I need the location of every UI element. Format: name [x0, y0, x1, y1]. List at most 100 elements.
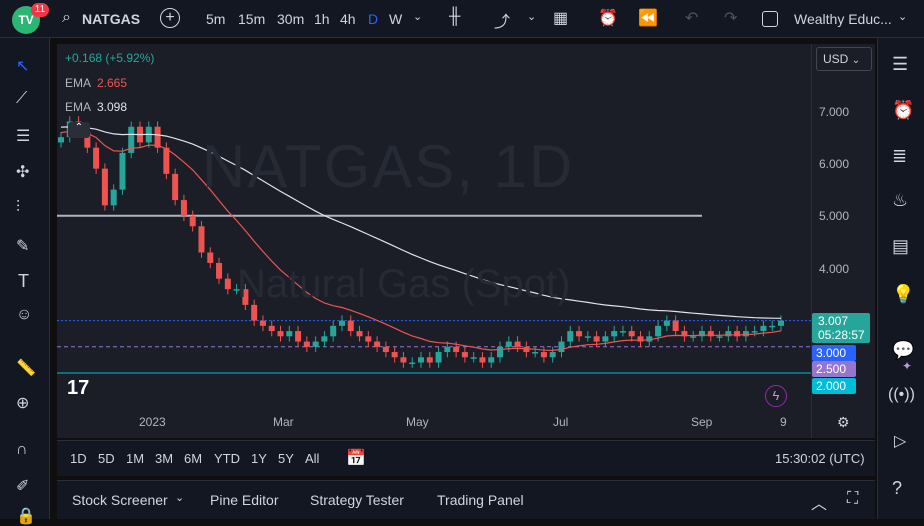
last-price: 3.007 — [818, 314, 849, 328]
zoom-in-icon[interactable]: ⊕ — [16, 395, 30, 412]
candle-body — [216, 262, 223, 279]
candle-body — [637, 336, 644, 342]
drawing-toolbar: ↖ ⟋ ☰ ✣ ⫶ ✎ T ☺ 📏 ⊕ ∩ ✐ 🔒 — [0, 38, 50, 525]
candle-body — [698, 331, 705, 337]
indicators-icon[interactable]: ⤴ — [494, 14, 511, 31]
price-axis[interactable]: USD ⌄ 7.000 6.000 5.000 4.000 3.007 05:2… — [811, 44, 875, 438]
calendar-icon[interactable]: ▤ — [892, 236, 910, 256]
range-5d[interactable]: 5D — [98, 451, 115, 466]
candle-body — [338, 320, 345, 326]
layout-name[interactable]: Wealthy Educ... — [794, 11, 892, 27]
currency-select[interactable]: USD ⌄ — [816, 47, 872, 71]
emoji-icon[interactable]: ☺ — [16, 306, 33, 323]
watermark-name: Natural Gas (Spot) — [237, 262, 571, 306]
maximize-icon[interactable]: ⛶ — [847, 490, 859, 507]
time-label-mar: Mar — [273, 415, 294, 429]
candle-body — [760, 325, 767, 332]
lock-drawing-icon[interactable]: ✐ — [16, 478, 30, 495]
candle-body — [549, 352, 556, 358]
range-1d[interactable]: 1D — [70, 451, 87, 466]
change-readout: +0.168 (+5.92%) — [65, 51, 155, 65]
candle-body — [295, 331, 302, 342]
chevron-down-icon[interactable]: ⌄ — [175, 492, 185, 504]
ruler-icon[interactable]: 📏 — [16, 360, 36, 377]
candle-body — [356, 331, 363, 337]
range-all[interactable]: All — [305, 451, 320, 466]
replay-icon[interactable]: ⏪ — [638, 10, 658, 27]
chart-pane[interactable]: NATGAS, 1D Natural Gas (Spot) +0.168 (+5… — [57, 44, 811, 438]
goto-date-icon[interactable]: 📅 — [346, 450, 366, 467]
range-3m[interactable]: 3M — [155, 451, 174, 466]
magnet-icon[interactable]: ∩ — [16, 441, 28, 458]
candle-body — [628, 331, 635, 337]
sparkle-icon[interactable]: ✦ — [902, 359, 913, 373]
level-badge-2: 2.000 — [812, 378, 856, 394]
search-icon[interactable]: ⌕ — [62, 9, 71, 26]
price-tick: 5.000 — [819, 209, 850, 223]
tab-trading-panel[interactable]: Trading Panel — [437, 492, 524, 508]
collapse-legend-button[interactable]: ⌃ — [68, 122, 90, 138]
text-icon[interactable]: T — [18, 271, 29, 291]
symbol-search[interactable]: NATGAS — [82, 11, 141, 27]
range-1y[interactable]: 1Y — [251, 451, 267, 466]
projection-icon[interactable]: ⫶ — [16, 199, 21, 216]
range-6m[interactable]: 6M — [184, 451, 203, 466]
lightning-icon[interactable]: ϟ — [765, 385, 787, 407]
candle-type-icon[interactable]: ╫ — [449, 8, 461, 25]
hotlist-fire-icon[interactable]: ♨ — [892, 190, 909, 210]
candle-body — [646, 336, 653, 342]
candle-body — [180, 200, 187, 216]
interval-15m[interactable]: 15m — [238, 11, 266, 27]
trend-line-icon[interactable]: ⟋ — [16, 90, 28, 107]
candle-body — [242, 289, 249, 305]
interval-1h[interactable]: 1h — [314, 11, 330, 27]
tab-strategy-tester[interactable]: Strategy Tester — [310, 492, 404, 508]
chevron-down-icon[interactable]: ⌄ — [413, 11, 423, 23]
range-1m[interactable]: 1M — [126, 451, 145, 466]
compare-add-icon[interactable]: + — [160, 8, 180, 28]
candle-body — [497, 346, 504, 358]
candle-body — [93, 147, 100, 169]
ideas-bulb-icon[interactable]: 💡 — [892, 284, 915, 304]
fib-retracement-icon[interactable]: ☰ — [16, 128, 31, 145]
cursor-icon[interactable]: ↖ — [16, 58, 30, 75]
layout-checkbox-icon[interactable] — [762, 11, 778, 27]
range-ytd[interactable]: YTD — [214, 451, 240, 466]
alarm-clock-icon[interactable]: ⏰ — [892, 100, 915, 120]
settings-gear-icon[interactable]: ⚙ — [837, 414, 850, 430]
tab-stock-screener[interactable]: Stock Screener — [72, 492, 168, 508]
chevron-up-icon[interactable]: ︿ — [811, 496, 828, 513]
interval-5m[interactable]: 5m — [206, 11, 226, 27]
interval-w[interactable]: W — [389, 11, 403, 27]
candle-body — [163, 147, 170, 174]
candle-body — [470, 357, 477, 359]
candle-body — [224, 278, 231, 290]
tradingview-logo[interactable]: 17 — [67, 377, 90, 399]
chevron-down-icon[interactable]: ⌄ — [898, 11, 908, 23]
candle-body — [286, 331, 293, 337]
utc-clock[interactable]: 15:30:02 (UTC) — [775, 451, 865, 466]
candle-body — [769, 325, 776, 328]
candle-body — [619, 331, 626, 333]
lock-icon[interactable]: 🔒 — [16, 508, 36, 525]
tab-pine-editor[interactable]: Pine Editor — [210, 492, 279, 508]
candle-body — [207, 252, 214, 263]
pattern-icon[interactable]: ✣ — [16, 164, 30, 181]
news-list-icon[interactable]: ≣ — [892, 146, 908, 166]
undo-icon[interactable]: ↶ — [685, 10, 699, 27]
chat-icon[interactable]: 💬 — [892, 340, 915, 360]
help-icon[interactable]: ? — [892, 478, 903, 498]
price-chart[interactable] — [57, 44, 811, 438]
streams-icon[interactable]: ((•)) — [888, 386, 915, 403]
alert-clock-icon[interactable]: ⏰ — [598, 10, 618, 27]
interval-30m[interactable]: 30m — [277, 11, 305, 27]
brush-icon[interactable]: ✎ — [16, 238, 30, 255]
range-5y[interactable]: 5Y — [278, 451, 294, 466]
layout-grid-icon[interactable]: ▦ — [553, 10, 569, 27]
chevron-down-icon[interactable]: ⌄ — [527, 11, 537, 23]
watchlist-icon[interactable]: ☰ — [892, 54, 909, 74]
play-icon[interactable]: ▷ — [894, 433, 907, 450]
interval-d[interactable]: D — [368, 11, 379, 27]
redo-icon[interactable]: ↷ — [724, 10, 738, 27]
interval-4h[interactable]: 4h — [340, 11, 356, 27]
